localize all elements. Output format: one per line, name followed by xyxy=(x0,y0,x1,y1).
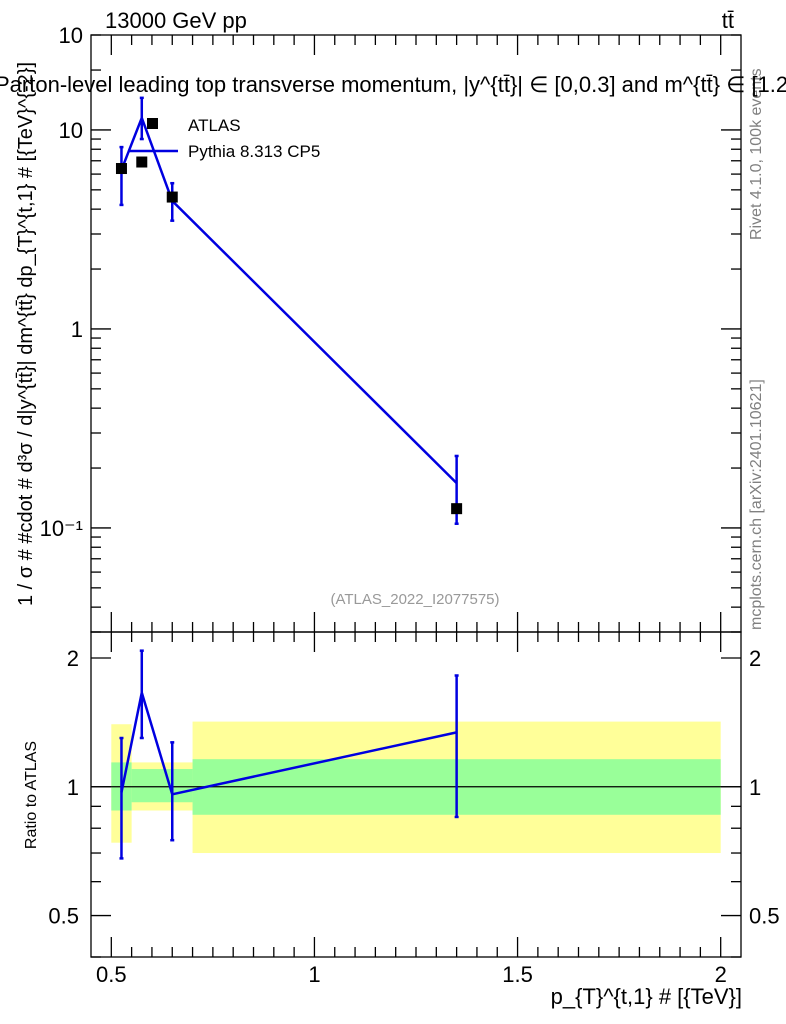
ratio-series-group xyxy=(119,649,459,860)
ratio-y-tick-label-right-0: 0.5 xyxy=(749,904,780,929)
x-tick-label-0: 0.5 xyxy=(96,962,127,987)
plot-title: Parton-level leading top transverse mome… xyxy=(0,72,786,97)
ratio-y-tick-label-left-1: 1 xyxy=(67,775,79,800)
ratio-pythia-line xyxy=(120,692,457,796)
x-tick-label-1: 1 xyxy=(308,962,320,987)
energy-label: 13000 GeV pp xyxy=(105,8,247,33)
legend-pythia-label: Pythia 8.313 CP5 xyxy=(188,142,320,161)
ratio-y-tick-label-left-0: 0.5 xyxy=(48,904,79,929)
main-axis-ticks: 10⁻¹ 1 10 10 xyxy=(40,23,741,633)
legend: ATLAS Pythia 8.313 CP5 xyxy=(128,116,320,161)
atlas-point-3 xyxy=(451,503,463,515)
mcplots-label: mcplots.cern.ch [arXiv:2401.10621] xyxy=(748,379,765,630)
legend-atlas-label: ATLAS xyxy=(188,116,241,135)
ratio-inner-band-1 xyxy=(131,769,193,803)
main-y-tick-label-2: 10 xyxy=(59,118,83,143)
ratio-axis-ticks: 0.5 1 1.5 2 0.5 0.5 1 1 2 2 xyxy=(48,632,780,987)
analysis-watermark: (ATLAS_2022_I2077575) xyxy=(330,591,499,608)
rivet-version-label: Rivet 4.1.0, 100k events xyxy=(748,68,765,240)
ratio-y-axis-label: Ratio to ATLAS xyxy=(23,741,40,849)
ratio-y-tick-label-left-2: 2 xyxy=(67,646,79,671)
legend-atlas-marker xyxy=(147,118,158,129)
atlas-point-1 xyxy=(136,156,148,168)
x-tick-label-3: 2 xyxy=(715,962,727,987)
x-axis-label: p_{T}^{t,1} # [{TeV}] xyxy=(551,984,742,1009)
pythia-line xyxy=(120,114,458,484)
main-y-tick-label-0: 10⁻¹ xyxy=(40,516,83,541)
main-y-axis-label: 1 / σ # #cdot # d³σ / d|y^{tt̄}| dm^{tt̄… xyxy=(15,62,37,606)
main-series-group xyxy=(115,96,463,525)
x-tick-label-2: 1.5 xyxy=(502,962,533,987)
atlas-point-0 xyxy=(115,163,127,175)
main-y-tick-label-3: 10 xyxy=(59,23,83,48)
main-y-tick-label-1: 1 xyxy=(71,317,83,342)
atlas-point-2 xyxy=(166,191,178,203)
ratio-y-tick-label-right-1: 1 xyxy=(749,775,761,800)
ratio-y-tick-label-right-2: 2 xyxy=(749,646,761,671)
process-label: tt̄ xyxy=(722,8,734,33)
